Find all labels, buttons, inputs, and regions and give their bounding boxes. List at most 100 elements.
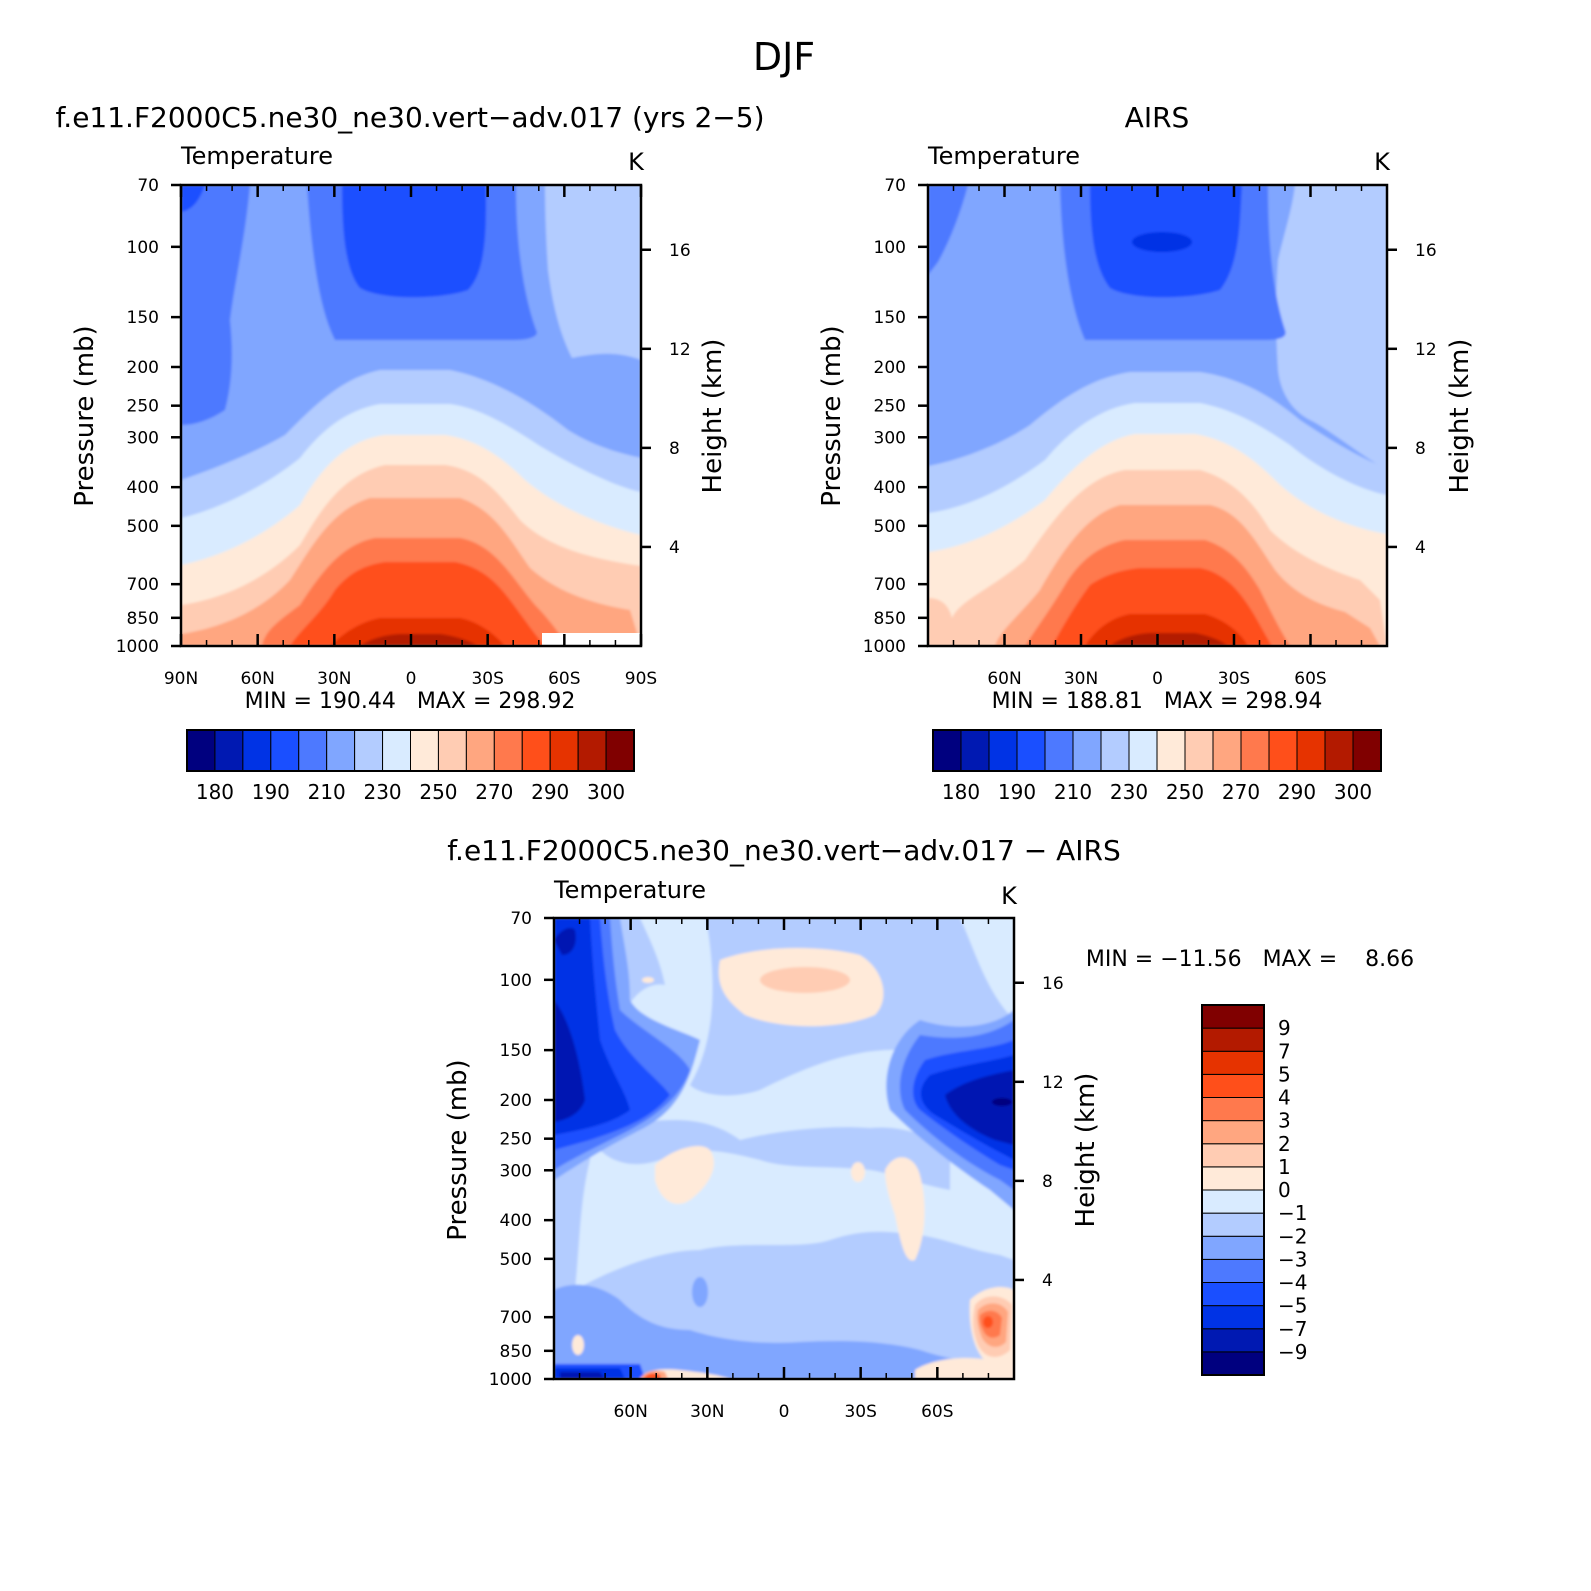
axis-ticks: 60N 30N 0 30S 60S 70 100 150 200 250 300 400 500 700 8… [863, 176, 1437, 689]
panel-difference: f.e11.F2000C5.ne30_ne30.vert−adv.017 − A… [443, 834, 1414, 1422]
band-c12 [290, 562, 545, 646]
colorbar-box [1201, 1120, 1265, 1145]
band-n7 [945, 1070, 1014, 1145]
colorbar-label: 7 [1278, 1039, 1291, 1063]
x-tick-label: 60S [921, 1402, 953, 1422]
colorbar-box [549, 729, 579, 772]
colorbar-box [1352, 729, 1382, 772]
colorbar-label: 270 [475, 780, 513, 804]
colorbar-box [932, 729, 962, 772]
colorbar-label: −3 [1278, 1247, 1307, 1271]
figure-title: DJF [753, 35, 815, 79]
colorbar-label: 190 [252, 780, 290, 804]
colorbar-box [1324, 729, 1354, 772]
colorbar-label: 300 [1334, 780, 1372, 804]
y-tick-label: 150 [874, 308, 906, 328]
x-tick-label: 30N [1064, 669, 1098, 689]
colorbar-box [410, 729, 439, 772]
colorbar-box [1201, 1073, 1265, 1098]
colorbar-label: 210 [308, 780, 346, 804]
band-c6 [545, 185, 641, 360]
colorbar-box [577, 729, 607, 772]
band-n2 [554, 918, 1014, 1379]
y-tick-label: 200 [874, 358, 906, 378]
colorbar-box [1268, 729, 1298, 772]
band-n7 [560, 1372, 605, 1379]
colorbar-frame [1201, 1004, 1265, 1376]
colorbar-label: 0 [1278, 1178, 1291, 1202]
colorbar-label: 2 [1278, 1132, 1291, 1156]
colorbar-box [242, 729, 272, 772]
colorbar-label: 250 [1166, 780, 1204, 804]
x-tick-label: 60N [613, 1402, 647, 1422]
colorbar-frame [186, 729, 635, 772]
band-c14 [1110, 633, 1228, 646]
y-tick-label: 150 [500, 1041, 532, 1061]
y2-tick-label: 16 [1415, 241, 1437, 261]
colorbar-box [298, 729, 328, 772]
colorbar-box [1201, 1351, 1265, 1376]
colorbar-label: −4 [1278, 1271, 1307, 1295]
colorbar-label: 230 [1110, 780, 1148, 804]
panel-subtitle-variable: Temperature [927, 142, 1080, 170]
band-c14 [360, 634, 478, 646]
y2-tick-label: 16 [1042, 974, 1064, 994]
colorbar-box [605, 729, 635, 772]
band-c4 [181, 185, 250, 425]
colorbar-box [493, 729, 523, 772]
y-tick-label: 400 [127, 478, 159, 498]
contour-bands [928, 185, 1387, 646]
x-tick-label: 60N [987, 669, 1021, 689]
colorbar-label: 4 [1278, 1086, 1291, 1110]
band-n2 [600, 1120, 950, 1190]
y-tick-label: 300 [874, 428, 906, 448]
y-axis-title: Pressure (mb) [70, 325, 100, 506]
band-n7 [554, 1000, 585, 1122]
colorbar-box [382, 729, 411, 772]
colorbar-box [1201, 1328, 1265, 1353]
panel-title: f.e11.F2000C5.ne30_ne30.vert−adv.017 − A… [447, 834, 1121, 867]
colorbar-box [1100, 729, 1130, 772]
colorbar-box [326, 729, 356, 772]
colorbar-box [1128, 729, 1158, 772]
band-p2 [760, 967, 850, 993]
axis-ticks: 60N 30N 0 30S 60S 70 100 150 200 250 300 400 500 700 8… [489, 909, 1064, 1422]
colorbar-label: 300 [587, 780, 625, 804]
x-tick-label: 30S [471, 669, 503, 689]
y-tick-label: 500 [500, 1250, 532, 1270]
colorbar-box [1201, 1143, 1265, 1168]
y-tick-label: 400 [874, 478, 906, 498]
colorbar-box [270, 729, 300, 772]
y-tick-label: 850 [500, 1342, 532, 1362]
colorbar-box [1201, 1258, 1265, 1283]
colorbar-box [1201, 1166, 1265, 1191]
colorbar-box [1240, 729, 1270, 772]
y-tick-label: 700 [500, 1308, 532, 1328]
colorbar-box [1201, 1004, 1265, 1029]
colorbar-frame [932, 729, 1382, 772]
x-tick-label: 30N [317, 669, 351, 689]
y-tick-label: 1000 [489, 1370, 532, 1390]
band-c3 [342, 185, 487, 298]
colorbar-label: 270 [1222, 780, 1260, 804]
y-tick-label: 300 [127, 428, 159, 448]
panel-model: f.e11.F2000C5.ne30_ne30.vert−adv.017 (yr… [55, 101, 764, 804]
band-n3 [692, 1277, 708, 1307]
y-tick-label: 700 [127, 575, 159, 595]
colorbar-box [1212, 729, 1242, 772]
y2-tick-label: 8 [1042, 1172, 1053, 1192]
y2-tick-label: 4 [1415, 538, 1426, 558]
x-tick-label: 0 [779, 1402, 790, 1422]
band-n3 [706, 1342, 734, 1358]
colorbar-box [1201, 1282, 1265, 1307]
y-tick-label: 150 [127, 308, 159, 328]
missing-data [542, 633, 641, 646]
y2-tick-label: 16 [669, 241, 691, 261]
band-p1 [572, 1335, 584, 1355]
y2-tick-label: 8 [1415, 439, 1426, 459]
x-tick-label: 0 [1152, 669, 1163, 689]
contour-field [928, 185, 1387, 646]
colorbar-label: −1 [1278, 1201, 1307, 1225]
